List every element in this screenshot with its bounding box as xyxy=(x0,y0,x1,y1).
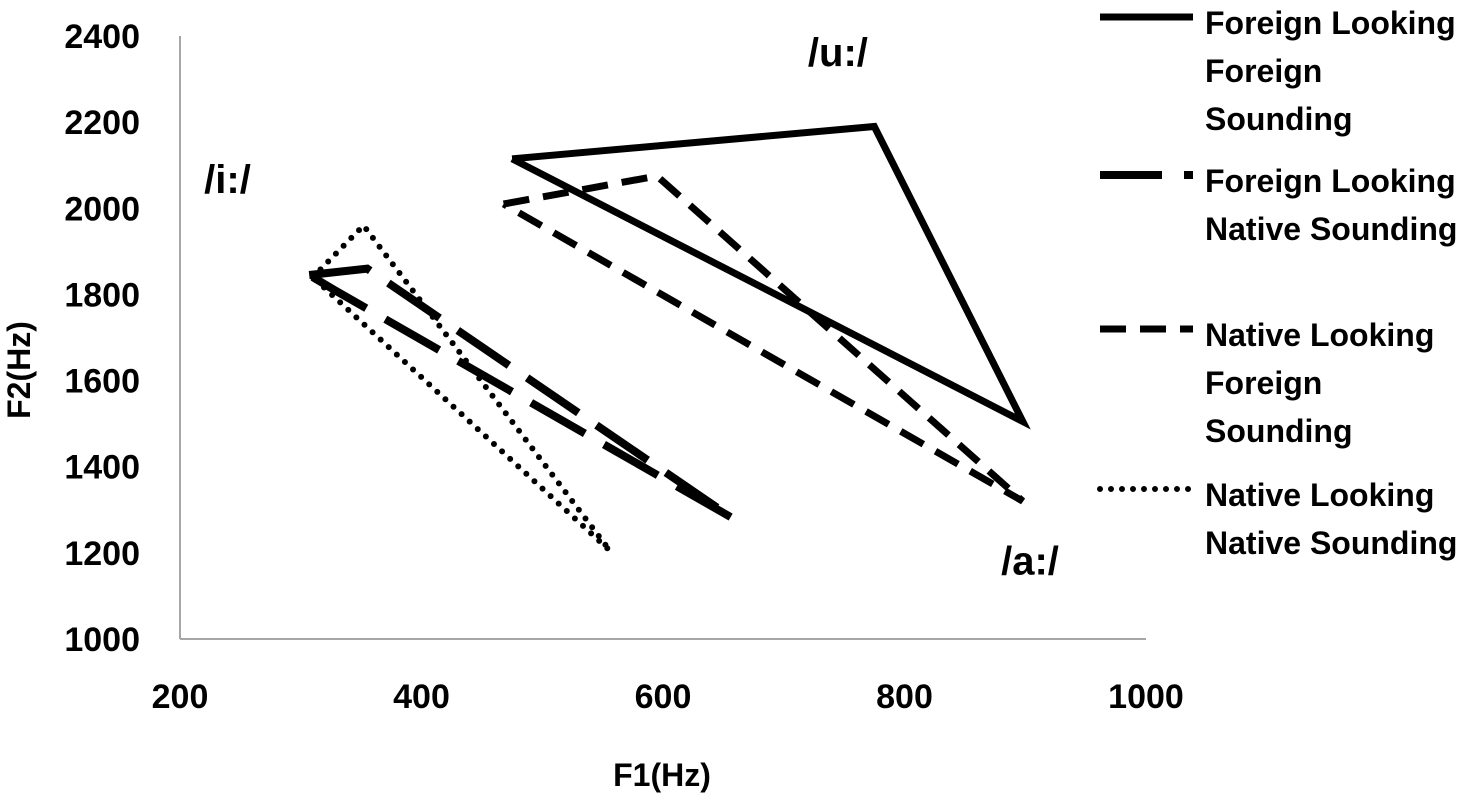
x-axis-title: F1(Hz) xyxy=(613,757,711,793)
axes xyxy=(179,36,1146,640)
y-axis-title: F2(Hz) xyxy=(1,321,37,419)
y-tick-label: 1600 xyxy=(64,363,140,401)
series-group xyxy=(307,122,1031,553)
y-tick-label: 1800 xyxy=(64,276,140,314)
series-line-4 xyxy=(309,220,613,553)
vowel-label-3: /a:/ xyxy=(1001,539,1059,583)
legend-label-4: Native Looking Native Sounding xyxy=(1205,477,1457,561)
y-tick-label: 2200 xyxy=(64,104,140,142)
x-tick-label: 200 xyxy=(152,678,209,716)
legend-label-3: Native Looking Foreign Sounding xyxy=(1205,317,1434,449)
y-tick-labels: 1000 1200 1400 1600 1800 2000 2200 2400 xyxy=(64,18,140,659)
x-tick-label: 600 xyxy=(635,678,692,716)
legend-label-1: Foreign Looking Foreign Sounding xyxy=(1205,5,1456,137)
series-line-3 xyxy=(501,172,1026,505)
series-line-2 xyxy=(307,264,736,522)
y-tick-label: 2400 xyxy=(64,18,140,56)
legend-label-2: Foreign Looking Native Sounding xyxy=(1205,163,1457,247)
x-tick-label: 1000 xyxy=(1108,678,1184,716)
y-tick-label: 2000 xyxy=(64,190,140,228)
legend: Foreign Looking Foreign Sounding Foreign Lo… xyxy=(1097,5,1457,561)
x-tick-label: 800 xyxy=(876,678,933,716)
vowel-label-2: /i:/ xyxy=(204,158,251,202)
vowel-label-1: /u:/ xyxy=(808,31,868,75)
y-tick-label: 1000 xyxy=(64,621,140,659)
vowel-annotations: /u:/ /i:/ /a:/ xyxy=(204,31,1059,583)
y-tick-label: 1200 xyxy=(64,535,140,573)
x-tick-label: 400 xyxy=(393,678,450,716)
x-tick-labels: 200 400 600 800 1000 xyxy=(152,678,1184,716)
series-line-1 xyxy=(510,122,1031,430)
y-tick-label: 1400 xyxy=(64,449,140,487)
